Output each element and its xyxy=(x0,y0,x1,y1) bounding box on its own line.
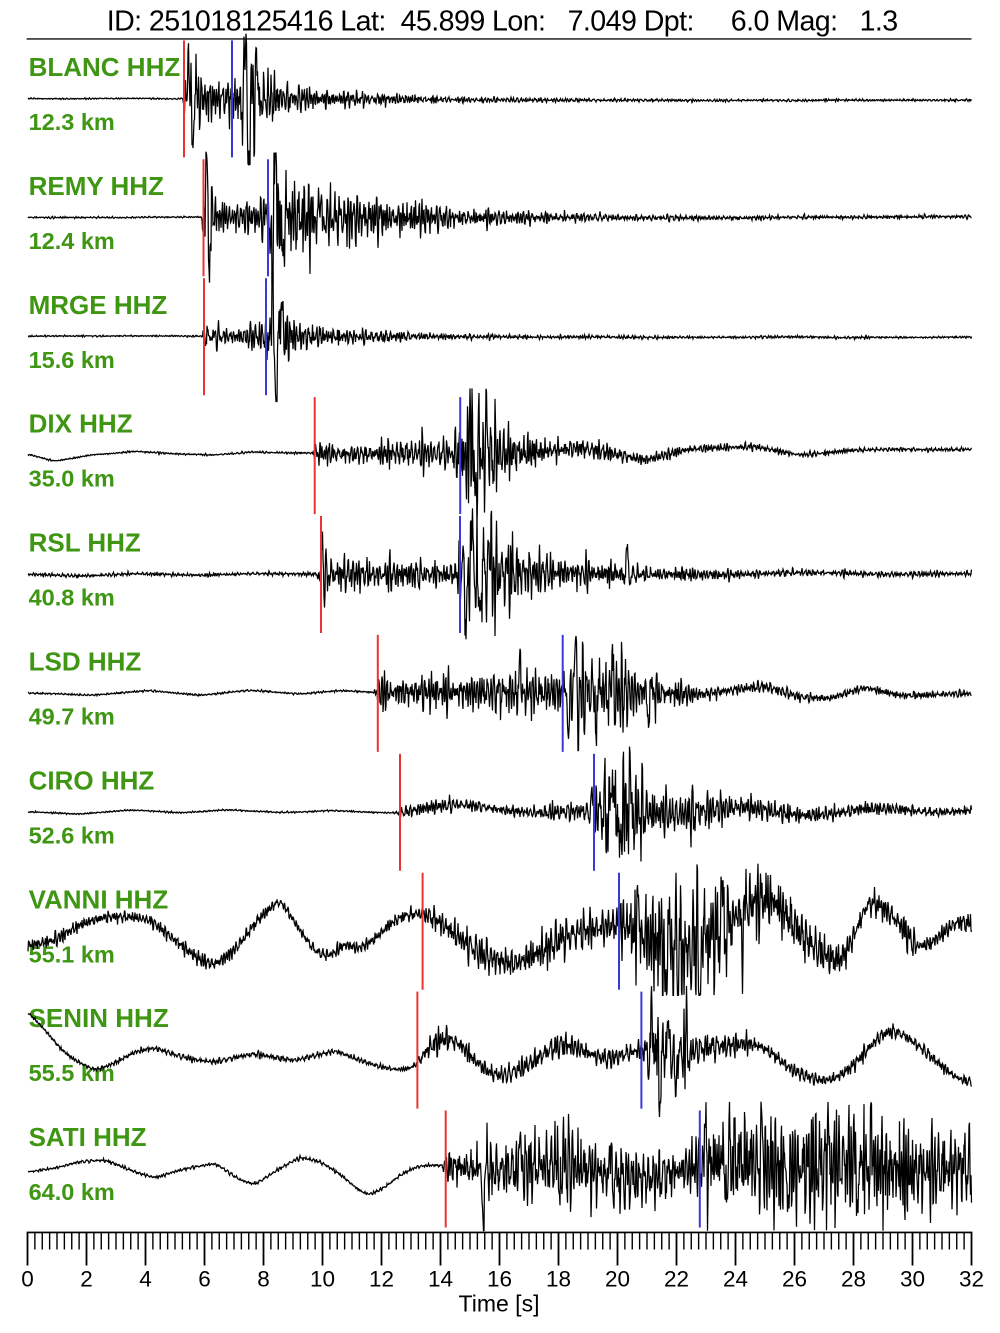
svg-text:MRGE HHZ: MRGE HHZ xyxy=(29,290,168,320)
svg-text:6.0 Mag:: 6.0 Mag: xyxy=(731,5,838,37)
svg-text:12: 12 xyxy=(369,1267,394,1292)
svg-text:20: 20 xyxy=(605,1267,630,1292)
svg-text:40.8 km: 40.8 km xyxy=(29,585,115,611)
svg-text:55.5 km: 55.5 km xyxy=(29,1060,115,1086)
svg-text:7.049 Dpt:: 7.049 Dpt: xyxy=(568,5,694,37)
svg-text:LSD HHZ: LSD HHZ xyxy=(29,647,142,677)
svg-text:30: 30 xyxy=(900,1267,925,1292)
svg-text:14: 14 xyxy=(428,1267,453,1292)
svg-text:45.899 Lon:: 45.899 Lon: xyxy=(401,5,546,37)
svg-text:BLANC HHZ: BLANC HHZ xyxy=(29,52,181,82)
svg-text:RSL HHZ: RSL HHZ xyxy=(29,528,141,558)
svg-text:49.7 km: 49.7 km xyxy=(29,704,115,730)
svg-text:SENIN HHZ: SENIN HHZ xyxy=(29,1003,169,1033)
svg-text:24: 24 xyxy=(723,1267,748,1292)
svg-text:10: 10 xyxy=(310,1267,335,1292)
svg-text:8: 8 xyxy=(257,1267,270,1292)
svg-text:4: 4 xyxy=(139,1267,152,1292)
svg-text:12.3 km: 12.3 km xyxy=(29,109,115,135)
svg-text:22: 22 xyxy=(664,1267,689,1292)
svg-text:15.6 km: 15.6 km xyxy=(29,347,115,373)
svg-text:Time [s]: Time [s] xyxy=(459,1291,540,1317)
svg-text:DIX HHZ: DIX HHZ xyxy=(29,409,133,439)
svg-text:SATI HHZ: SATI HHZ xyxy=(29,1122,147,1152)
svg-text:6: 6 xyxy=(198,1267,211,1292)
svg-text:VANNI HHZ: VANNI HHZ xyxy=(29,884,169,914)
svg-text:ID: 251018125416 Lat:: ID: 251018125416 Lat: xyxy=(107,5,386,37)
svg-text:18: 18 xyxy=(546,1267,571,1292)
svg-text:2: 2 xyxy=(80,1267,93,1292)
svg-text:26: 26 xyxy=(782,1267,807,1292)
svg-text:35.0 km: 35.0 km xyxy=(29,466,115,492)
svg-text:64.0 km: 64.0 km xyxy=(29,1179,115,1205)
svg-text:1.3: 1.3 xyxy=(860,5,898,37)
svg-text:REMY HHZ: REMY HHZ xyxy=(29,171,164,201)
svg-text:28: 28 xyxy=(841,1267,866,1292)
svg-text:52.6 km: 52.6 km xyxy=(29,822,115,848)
svg-text:32: 32 xyxy=(959,1267,984,1292)
svg-text:CIRO HHZ: CIRO HHZ xyxy=(29,765,155,795)
svg-text:12.4 km: 12.4 km xyxy=(29,228,115,254)
svg-text:16: 16 xyxy=(487,1267,512,1292)
svg-text:0: 0 xyxy=(21,1267,34,1292)
